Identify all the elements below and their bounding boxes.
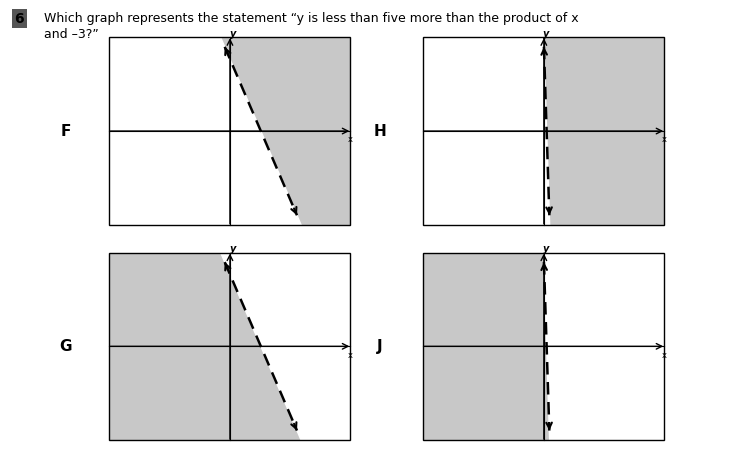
- Text: y: y: [543, 244, 550, 254]
- Text: x: x: [662, 351, 666, 359]
- Text: x: x: [348, 351, 353, 359]
- Text: H: H: [373, 124, 386, 139]
- Text: y: y: [229, 29, 236, 39]
- Text: x: x: [348, 135, 353, 144]
- Text: and –3?”: and –3?”: [44, 28, 99, 41]
- Text: Which graph represents the statement “y is less than five more than the product : Which graph represents the statement “y …: [44, 12, 578, 25]
- Text: 6: 6: [15, 12, 24, 26]
- Text: G: G: [59, 339, 72, 354]
- Text: y: y: [229, 244, 236, 254]
- Text: x: x: [662, 135, 666, 144]
- Text: y: y: [543, 29, 550, 39]
- Text: J: J: [377, 339, 383, 354]
- Text: F: F: [61, 124, 71, 139]
